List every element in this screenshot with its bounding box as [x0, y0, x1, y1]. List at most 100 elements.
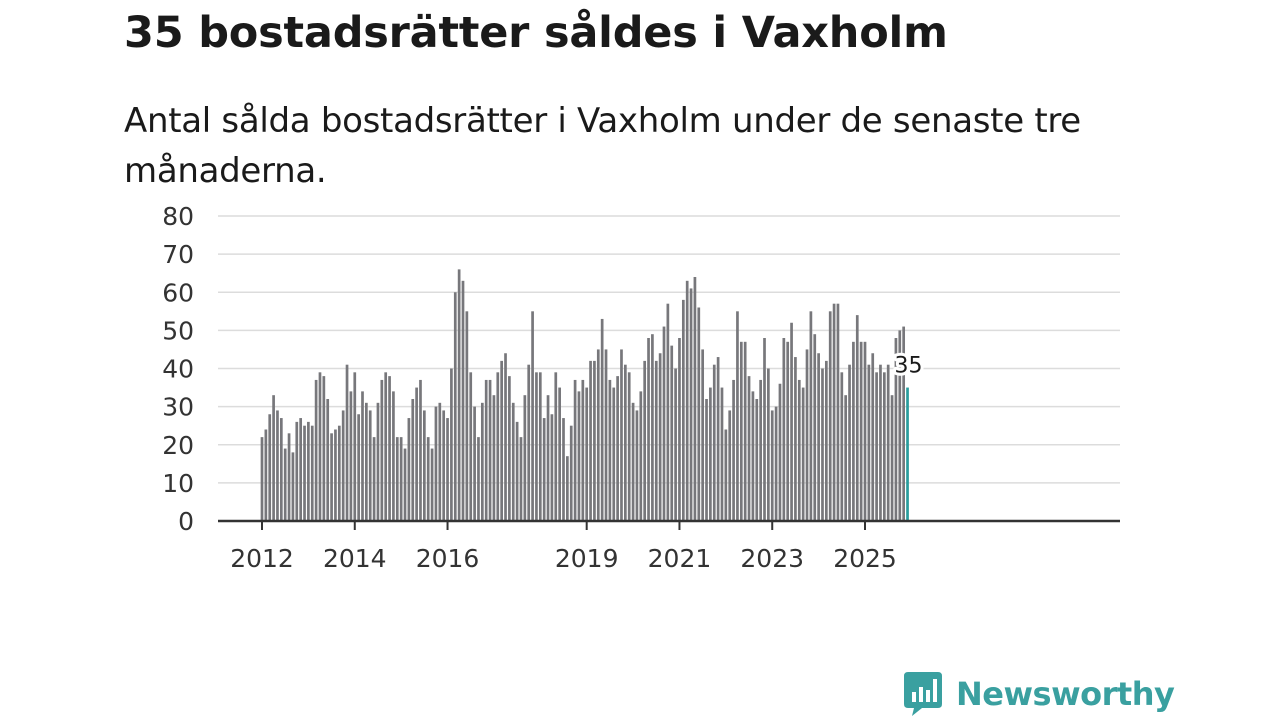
x-tick-label: 2012	[230, 544, 294, 573]
bar	[442, 410, 446, 521]
bar	[488, 379, 492, 521]
bar	[291, 452, 295, 521]
bar	[283, 448, 287, 521]
y-tick-label: 80	[162, 202, 194, 231]
bar	[504, 353, 507, 521]
bar	[496, 372, 500, 521]
bar	[685, 280, 689, 521]
bar	[755, 399, 759, 521]
bar	[361, 391, 364, 521]
bar	[790, 322, 793, 521]
x-tick-label: 2023	[740, 544, 804, 573]
x-tick-label: 2019	[555, 544, 619, 573]
bar	[712, 364, 716, 521]
bar	[751, 391, 755, 521]
bar	[743, 341, 747, 521]
bar	[279, 418, 283, 521]
bar	[569, 425, 573, 521]
bar	[287, 433, 291, 521]
bar	[326, 399, 330, 521]
bar	[368, 410, 372, 521]
bar	[844, 395, 848, 521]
bar	[469, 372, 473, 521]
bar	[824, 360, 828, 521]
last-value-label: 35	[895, 354, 923, 379]
bar	[473, 406, 476, 521]
bar	[867, 364, 871, 521]
y-tick-label: 40	[162, 355, 194, 384]
bar	[535, 372, 538, 521]
bar	[670, 345, 674, 521]
bar	[345, 364, 349, 521]
bar	[558, 387, 561, 521]
bar	[759, 379, 762, 521]
bar	[882, 372, 886, 521]
bar	[264, 429, 268, 521]
bar	[365, 402, 368, 521]
bar	[794, 357, 797, 521]
bar	[554, 372, 558, 521]
bar	[724, 429, 728, 521]
bar	[260, 437, 264, 521]
bar	[492, 395, 496, 521]
bar	[384, 372, 388, 521]
x-tick-label: 2021	[648, 544, 712, 573]
bar	[322, 376, 326, 521]
bar	[307, 421, 310, 521]
page-subtitle: Antal sålda bostadsrätter i Vaxholm unde…	[124, 101, 1081, 191]
y-tick-label: 30	[162, 393, 194, 422]
bar	[643, 360, 647, 521]
bar	[763, 338, 766, 521]
bar	[477, 437, 480, 521]
bar	[898, 330, 902, 521]
y-axis-ticks: 0 10 20 30 40 50 60 70 80	[162, 202, 194, 536]
bar	[446, 418, 449, 521]
bar	[805, 349, 809, 521]
bar	[728, 410, 732, 521]
bar	[411, 399, 415, 521]
x-axis: 2012 2014 2016 2019 2021 2023 2025	[218, 519, 1120, 573]
bar	[392, 391, 395, 521]
bar	[782, 338, 786, 521]
bar	[720, 387, 724, 521]
bar	[681, 299, 685, 521]
annotations: 35	[892, 351, 926, 382]
y-tick-label: 50	[162, 316, 194, 345]
bar	[465, 311, 469, 521]
bar	[836, 303, 840, 521]
bar	[697, 307, 701, 521]
bar	[736, 311, 739, 521]
bar	[608, 379, 612, 521]
bar	[349, 391, 353, 521]
bar	[461, 280, 465, 521]
brand-logo: Newsworthy	[902, 670, 1175, 718]
bar	[511, 402, 515, 521]
bar	[453, 292, 457, 521]
bar	[268, 414, 272, 521]
bar	[832, 303, 836, 521]
bar	[879, 364, 882, 521]
bar	[828, 311, 832, 521]
bar	[480, 402, 484, 521]
bar	[797, 379, 801, 521]
y-tick-label: 60	[162, 278, 194, 307]
bar	[859, 341, 863, 521]
bar	[705, 399, 708, 521]
bar	[639, 391, 643, 521]
bar	[666, 303, 670, 521]
bar	[623, 364, 627, 521]
bar	[337, 425, 341, 521]
bar	[562, 418, 565, 521]
bar	[295, 421, 299, 521]
bar	[693, 277, 697, 521]
bar	[422, 410, 426, 521]
bar	[732, 379, 735, 521]
bar	[577, 391, 581, 521]
bar	[612, 387, 616, 521]
bar	[276, 410, 279, 521]
bar	[357, 414, 360, 521]
bar	[272, 395, 275, 521]
bar	[654, 360, 658, 521]
bar	[902, 326, 906, 521]
